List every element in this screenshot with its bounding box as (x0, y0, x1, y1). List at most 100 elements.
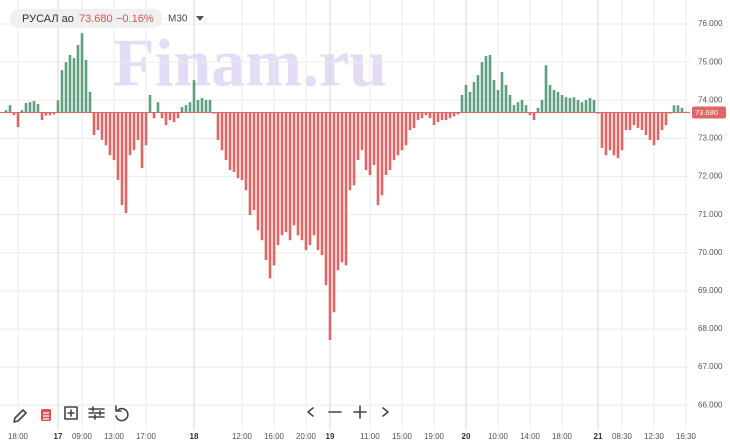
bar (496, 90, 500, 113)
bar (488, 54, 492, 113)
bar (500, 72, 504, 113)
y-tick-label: 67.000 (698, 362, 723, 371)
bar (388, 112, 392, 171)
bar (88, 91, 92, 113)
bar (460, 94, 464, 113)
bar (512, 105, 516, 113)
bar (396, 112, 400, 156)
add-icon (67, 409, 75, 417)
bar (440, 112, 444, 121)
indicator-icon (43, 412, 49, 420)
bar (144, 112, 148, 146)
bar (584, 99, 588, 113)
bar (284, 112, 288, 233)
bar (648, 112, 652, 140)
bar (76, 45, 80, 113)
bar (72, 57, 76, 113)
bar (300, 112, 304, 241)
bar (656, 112, 660, 140)
bar (276, 112, 280, 246)
bar (452, 112, 456, 117)
x-tick-label: 19:00 (424, 432, 445, 441)
symbol: РУСАЛ ао (22, 13, 74, 25)
bar (540, 99, 544, 113)
bar (412, 112, 416, 129)
draw-tool[interactable] (13, 409, 27, 423)
bar (376, 112, 380, 206)
bar (288, 112, 292, 241)
bar (64, 62, 68, 113)
y-tick-label: 75.000 (698, 57, 723, 66)
change: −0.16% (116, 13, 154, 25)
bar (84, 59, 88, 113)
bar (332, 112, 336, 313)
bar (308, 112, 312, 246)
bar (328, 112, 332, 341)
bar (128, 112, 132, 156)
bar (168, 112, 172, 121)
bar (56, 100, 60, 113)
bar (344, 112, 348, 266)
bar (472, 82, 476, 113)
bar (624, 112, 628, 131)
bar (148, 94, 152, 113)
bar (248, 112, 252, 216)
bar (548, 85, 552, 113)
bar (484, 56, 488, 113)
bar (544, 65, 548, 113)
bar (652, 112, 656, 146)
bar (92, 112, 96, 135)
indicator-tool[interactable] (41, 409, 51, 421)
bar (480, 62, 484, 113)
bar (176, 112, 180, 119)
bar (456, 112, 460, 115)
bar (104, 112, 108, 146)
bar (384, 112, 388, 176)
x-tick-label: 12:00 (232, 432, 253, 441)
bar (676, 105, 680, 113)
bar (640, 112, 644, 131)
bar (416, 112, 420, 121)
y-tick-label: 76.000 (698, 19, 723, 28)
add-tool[interactable] (64, 406, 78, 420)
scroll-left[interactable] (307, 407, 314, 417)
bar (392, 112, 396, 161)
bar (28, 102, 32, 113)
bar (556, 91, 560, 113)
bar (592, 99, 596, 113)
y-tick-label: 69.000 (698, 286, 723, 295)
bar (644, 112, 648, 135)
bar (232, 112, 236, 172)
bar (552, 90, 556, 113)
bar (236, 112, 240, 179)
x-tick-label: 16:30 (676, 432, 697, 441)
settings-tool[interactable] (88, 406, 105, 420)
bar (192, 80, 196, 113)
bar (468, 91, 472, 113)
bar (316, 112, 320, 251)
bar (196, 99, 200, 113)
timeframe[interactable]: M30 (168, 14, 188, 25)
reset-tool[interactable] (115, 405, 129, 422)
bar (672, 105, 676, 113)
bar (528, 112, 532, 116)
scroll-right[interactable] (382, 407, 389, 417)
bar (184, 105, 188, 113)
bar (448, 112, 452, 119)
bar (620, 112, 624, 151)
x-tick-label: 10:00 (488, 432, 509, 441)
bar (108, 112, 112, 156)
bar (612, 112, 616, 156)
bar (120, 112, 124, 206)
bar (240, 112, 244, 180)
price-tag (692, 106, 726, 119)
bar (296, 112, 300, 236)
zoom-in[interactable] (353, 405, 367, 419)
x-tick-label: 21 (594, 432, 603, 441)
bar (4, 110, 8, 113)
bar (96, 112, 100, 131)
timeframe-dropdown[interactable] (196, 16, 204, 21)
bar (492, 80, 496, 113)
y-tick-label: 66.000 (698, 400, 723, 409)
